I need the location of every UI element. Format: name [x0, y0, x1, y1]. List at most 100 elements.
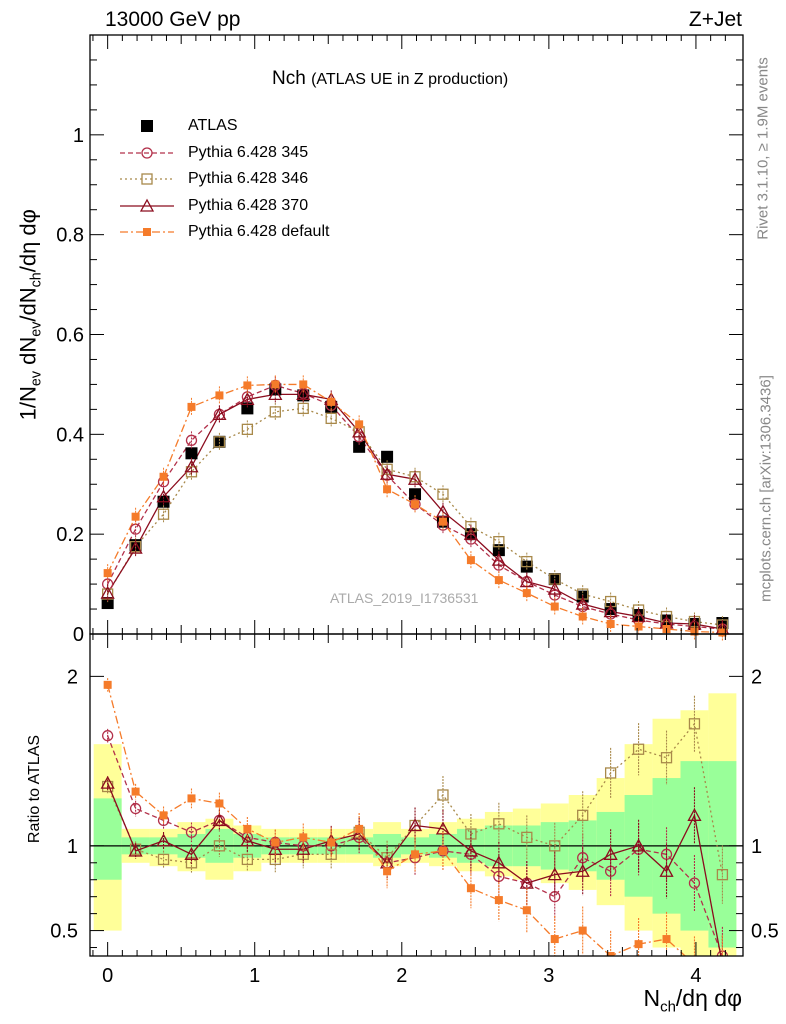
main-point-4-9: [355, 420, 364, 429]
ratio-point-2-17: [575, 863, 590, 877]
ratio-point-3-3: [187, 794, 196, 803]
ratio-point-3-14: [494, 896, 503, 905]
main-point-3-15: [519, 574, 534, 588]
ratio-series-group: [100, 678, 729, 968]
legend-entry-0: ATLAS: [118, 113, 329, 140]
legend-swatch-0: [141, 120, 153, 133]
ratio-point-1-22: [716, 869, 729, 881]
ratio-point-3-4: [215, 799, 224, 808]
analysis-id: ATLAS_2019_I1736531: [330, 590, 479, 606]
main-point-3-3: [184, 459, 199, 473]
ratio-point-2-19: [631, 838, 646, 852]
main-point-2-15: [521, 555, 533, 568]
main-point-2-14: [493, 536, 505, 548]
legend-swatch-4: [120, 228, 174, 237]
main-panel: [100, 375, 730, 642]
ratio-y-tick-label-left-0: 0.5: [50, 921, 78, 943]
main-point-4-19: [634, 622, 643, 631]
ratio-point-1-2: [157, 853, 170, 866]
ratio-point-2-3: [184, 846, 199, 860]
ratio-point-3-2: [159, 811, 168, 820]
main-point-3-5: [240, 392, 255, 406]
main-point-3-10: [379, 466, 395, 480]
main-point-2-6: [269, 406, 281, 418]
ratio-point-1-19: [632, 743, 645, 755]
main-point-2-4: [213, 436, 226, 448]
ratio-point-3-22: [718, 960, 726, 968]
legend-marker-1: [141, 147, 153, 159]
main-point-4-11: [411, 500, 420, 509]
main-point-2-12: [437, 488, 449, 500]
ratio-point-3-11: [411, 850, 420, 859]
legend-swatch-3: [120, 198, 174, 212]
main-point-4-22: [718, 628, 727, 637]
main-point-3-13: [463, 526, 479, 540]
x-tick-label-0: 0: [102, 965, 113, 987]
main-point-4-3: [187, 402, 196, 411]
legend-label-4: Pythia 6.428 default: [188, 223, 330, 241]
ratio-point-2-18: [603, 846, 618, 860]
legend-marker-0: [141, 120, 153, 133]
ratio-point-2-14: [491, 855, 506, 869]
main-point-1-3: [185, 434, 198, 446]
ratio-point-1-5: [241, 853, 254, 866]
ratio-point-3-15: [522, 906, 531, 915]
ratio-point-3-17: [578, 926, 587, 935]
ratio-point-2-2: [156, 833, 171, 847]
main-point-3-11: [407, 471, 423, 485]
ratio-line-2: [107, 782, 722, 956]
ratio-point-3-0: [103, 680, 112, 689]
ratio-point-3-13: [466, 884, 475, 893]
ratio-point-3-18: [606, 952, 615, 956]
atlas-point-11: [409, 488, 422, 501]
legend-swatch-1: [120, 147, 174, 159]
main-point-4-21: [690, 627, 699, 636]
main-point-3-9: [352, 424, 367, 438]
ratio-point-1-4: [213, 840, 226, 852]
ratio-point-2-11: [407, 818, 423, 832]
ratio-point-1-16: [549, 840, 561, 852]
legend: ATLAS Pythia 6.428 345 Pythia 6.428 346 Pyt…: [118, 113, 329, 246]
legend-label-3: Pythia 6.428 370: [188, 196, 309, 214]
ratio-point-1-20: [660, 752, 673, 764]
main-point-3-2: [156, 489, 171, 503]
main-point-3-14: [491, 552, 506, 566]
process-label: 13000 GeV pp: [105, 8, 241, 31]
main-point-4-15: [522, 589, 531, 598]
ratio-point-1-12: [437, 789, 449, 801]
main-point-2-5: [241, 423, 254, 435]
ratio-y-tick-label-right-2: 2: [751, 666, 762, 688]
ratio-point-3-12: [438, 846, 447, 855]
x-axis-label: Nch/dη dφ: [643, 985, 742, 1016]
observable-label: Z+Jet: [688, 8, 742, 31]
x-tick-label-1: 1: [249, 965, 260, 987]
plot-frames: 0 1 2 3 4 0 0.2 0.4 0.6 0.8 1 0.5 0.5 1 1 2 2: [50, 34, 779, 987]
x-tick-label-2: 2: [396, 965, 407, 987]
ratio-point-3-6: [271, 838, 280, 847]
main-y-tick-label-0: 0: [73, 624, 84, 646]
atlas-point-9: [353, 440, 366, 453]
main-point-4-8: [327, 397, 336, 406]
ratio-point-3-10: [383, 867, 392, 876]
main-point-3-4: [212, 407, 227, 421]
main-point-4-14: [494, 576, 503, 585]
main-point-4-18: [606, 620, 615, 629]
ratio-point-2-15: [519, 875, 534, 889]
main-point-2-8: [325, 412, 337, 425]
ratio-point-1-14: [493, 818, 505, 830]
main-point-4-1: [131, 512, 140, 521]
main-y-tick-label-1: 0.2: [56, 524, 84, 546]
ratio-point-1-21: [688, 718, 701, 730]
legend-marker-2: [141, 173, 153, 185]
atlas-point-3: [185, 447, 198, 460]
ratio-point-2-1: [128, 843, 143, 857]
ratio-point-1-13: [465, 828, 477, 840]
main-point-4-13: [466, 556, 475, 565]
ratio-line-0: [107, 735, 724, 956]
atlas-point-0: [101, 597, 114, 610]
main-point-4-17: [578, 612, 587, 621]
main-point-4-12: [438, 517, 447, 526]
ratio-point-3-9: [355, 824, 364, 833]
plot-title: Nch (ATLAS UE in Z production): [272, 68, 508, 90]
